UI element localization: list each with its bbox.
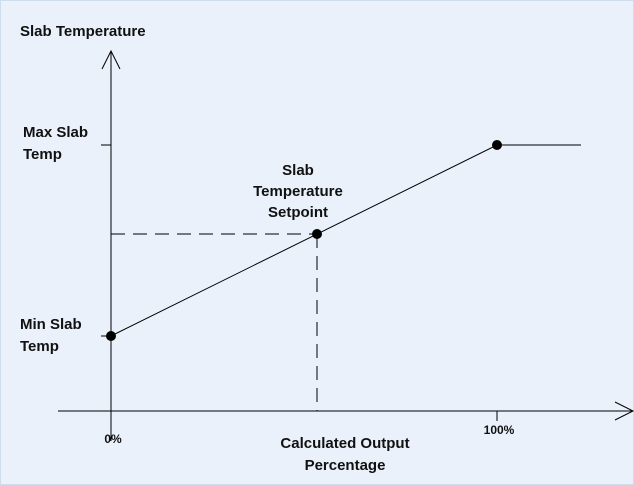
setpoint-label-line1: Slab (282, 162, 314, 179)
min-label-line2: Temp (20, 338, 59, 355)
response-curve (110, 144, 581, 337)
x-axis-label-line2: Percentage (305, 457, 386, 474)
y-axis-arrowhead (101, 49, 121, 70)
x-axis-arrowhead (614, 401, 634, 421)
max-label-line2: Temp (23, 146, 62, 163)
y-axis-label: Slab Temperature (20, 23, 146, 40)
max-point (492, 140, 502, 150)
setpoint-point (312, 229, 322, 239)
tick-label-0: 0% (104, 432, 122, 446)
tick-label-100: 100% (484, 423, 515, 437)
max-label-line1: Max Slab (23, 124, 88, 141)
setpoint-label-line3: Setpoint (268, 204, 328, 221)
min-label-line1: Min Slab (20, 316, 82, 333)
x-axis-label-line1: Calculated Output (280, 435, 409, 452)
setpoint-label-line2: Temperature (253, 183, 343, 200)
min-point (106, 331, 116, 341)
